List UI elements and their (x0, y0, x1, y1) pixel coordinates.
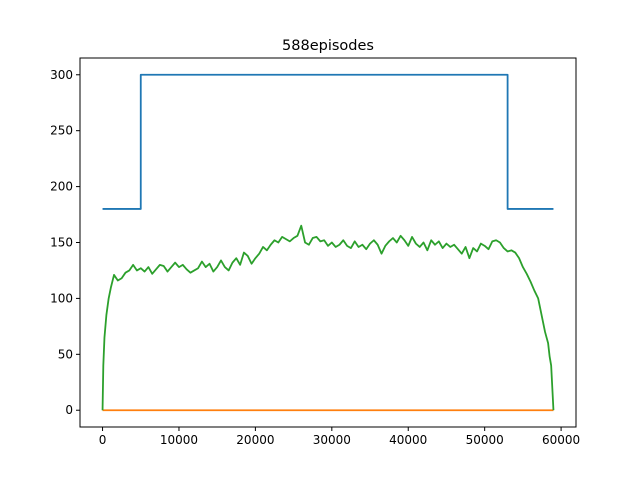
x-tick-label: 0 (99, 433, 107, 447)
series-line-3 (101, 224, 555, 411)
series-line-1 (102, 73, 554, 210)
plot-frame (79, 57, 577, 428)
y-tick-label: 200 (50, 180, 73, 194)
x-tick-label: 10000 (160, 433, 198, 447)
x-tick-label: 20000 (236, 433, 274, 447)
y-tick-label: 100 (50, 291, 73, 305)
chart-title: 588episodes (282, 38, 374, 54)
axes-layer: 0 10000 20000 30000 40000 50000 60000 0 50 100 150… (50, 57, 580, 447)
x-tick-label: 60000 (542, 433, 580, 447)
y-tick-label: 300 (50, 68, 73, 82)
x-tick-label: 30000 (313, 433, 351, 447)
x-tick-label: 50000 (466, 433, 504, 447)
x-tick-label: 40000 (389, 433, 427, 447)
series-layer (101, 73, 555, 412)
y-tick-label: 150 (50, 236, 73, 250)
y-tick-label: 0 (65, 403, 73, 417)
y-tick-label: 250 (50, 124, 73, 138)
y-tick-label: 50 (58, 347, 73, 361)
